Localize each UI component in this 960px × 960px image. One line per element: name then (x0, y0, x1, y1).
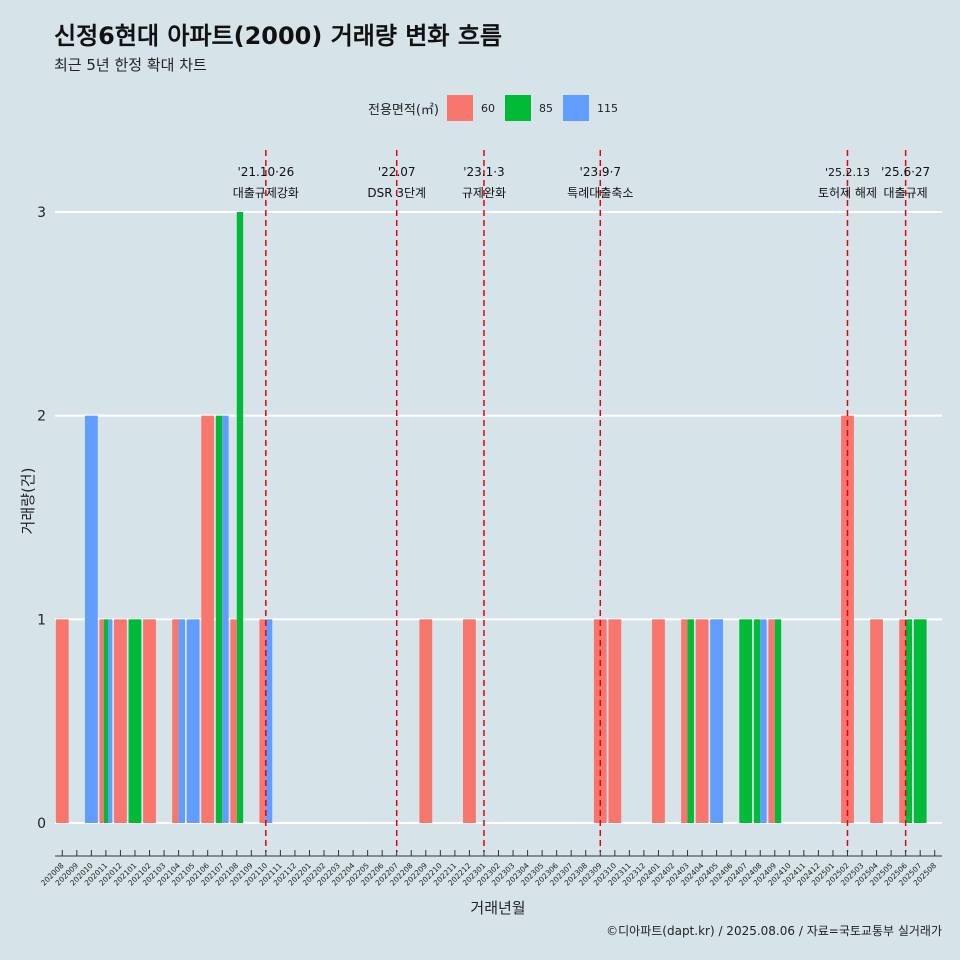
legend-title: 전용면적(㎡) (368, 102, 439, 118)
event-label: 대출규제강화 (233, 186, 299, 200)
bar-115-202010 (84, 415, 98, 823)
legend-item-60: 60 (446, 95, 495, 121)
bar-60-202110 (259, 619, 266, 823)
bar-60-202108 (230, 619, 237, 823)
bar-115-202408 (760, 619, 767, 823)
y-tick-label: 1 (37, 612, 46, 628)
event-label: 토허제 해제 (818, 186, 877, 200)
event-date: '23.9·7 (580, 165, 621, 179)
bar-60-202403 (681, 619, 688, 823)
bar-60-202102 (143, 619, 156, 823)
x-axis-title: 거래년월 (470, 899, 525, 917)
bar-60-202212 (463, 619, 476, 823)
bar-85-202108 (236, 212, 244, 823)
bar-115-202107 (222, 415, 229, 823)
bar-115-202405 (710, 619, 724, 823)
legend-label-85: 85 (538, 101, 553, 115)
bar-85-202407 (739, 619, 753, 823)
chart-title: 신정6현대 아파트(2000) 거래량 변화 흐름 (54, 22, 502, 50)
legend-label-115: 115 (596, 101, 618, 115)
event-label: 대출규제 (884, 186, 928, 200)
bar-60-202011 (99, 619, 104, 823)
bar-60-202401 (652, 619, 665, 823)
legend-item-85: 85 (504, 95, 553, 121)
event-date: '21.10·26 (237, 165, 294, 179)
x-axis: 2020082020092020102020112020122021012021… (39, 850, 942, 888)
bar-85-202107 (215, 415, 223, 823)
bar-85-202409 (774, 619, 782, 823)
bar-60-202506 (899, 619, 906, 823)
chart-subtitle: 최근 5년 한정 확대 차트 (54, 56, 207, 74)
legend-label-60: 60 (480, 101, 495, 115)
y-tick-label: 3 (37, 205, 46, 221)
bar-115-202105 (186, 619, 200, 823)
bar-85-202506 (905, 619, 913, 823)
bar-60-202106 (201, 415, 215, 823)
legend-item-115: 115 (562, 95, 618, 121)
bar-85-202011 (103, 619, 109, 823)
bar-60-202504 (870, 619, 883, 823)
event-label: 특례대출축소 (567, 186, 633, 200)
event-label: DSR 3단계 (367, 186, 426, 200)
bar-60-202502 (841, 415, 854, 823)
y-tick-label: 0 (37, 816, 46, 832)
legend: 전용면적(㎡) 60 85 115 (368, 94, 628, 122)
bar-85-202403 (687, 619, 694, 823)
bar-60-202310 (608, 619, 622, 823)
bar-115-202011 (108, 619, 113, 823)
annotations: '21.10·26 대출규제강화 '22.07 DSR 3단계 '23.1·3 규제완화 '… (233, 150, 930, 852)
y-axis-title: 거래량(건) (19, 468, 37, 535)
event-date: '23.1·3 (463, 165, 504, 179)
y-tick-label: 2 (37, 409, 46, 425)
legend-swatch-115 (562, 95, 589, 121)
caption: ©디아파트(dapt.kr) / 2025.08.06 / 자료=국토교통부 실… (606, 924, 942, 938)
bars (55, 212, 927, 823)
event-label: 규제완화 (462, 186, 506, 200)
bar-85-202408 (753, 619, 761, 823)
bar-60-202209 (419, 619, 433, 823)
legend-swatch-85 (504, 95, 531, 121)
bar-60-202404 (695, 619, 709, 823)
event-date: '22.07 (378, 165, 416, 179)
bar-60-202104 (172, 619, 179, 823)
bar-85-202101 (128, 619, 142, 823)
event-date: '25.2.13 (825, 166, 870, 179)
bar-115-202110 (265, 619, 273, 823)
bar-60-202409 (768, 619, 775, 823)
event-date: '25.6·27 (881, 165, 930, 179)
bar-85-202507 (913, 619, 927, 823)
legend-swatch-60 (446, 95, 473, 121)
bar-60-202008 (55, 619, 69, 823)
bar-60-202012 (114, 619, 127, 823)
y-axis: 0 1 2 3 (37, 205, 46, 832)
bar-115-202104 (178, 619, 185, 823)
